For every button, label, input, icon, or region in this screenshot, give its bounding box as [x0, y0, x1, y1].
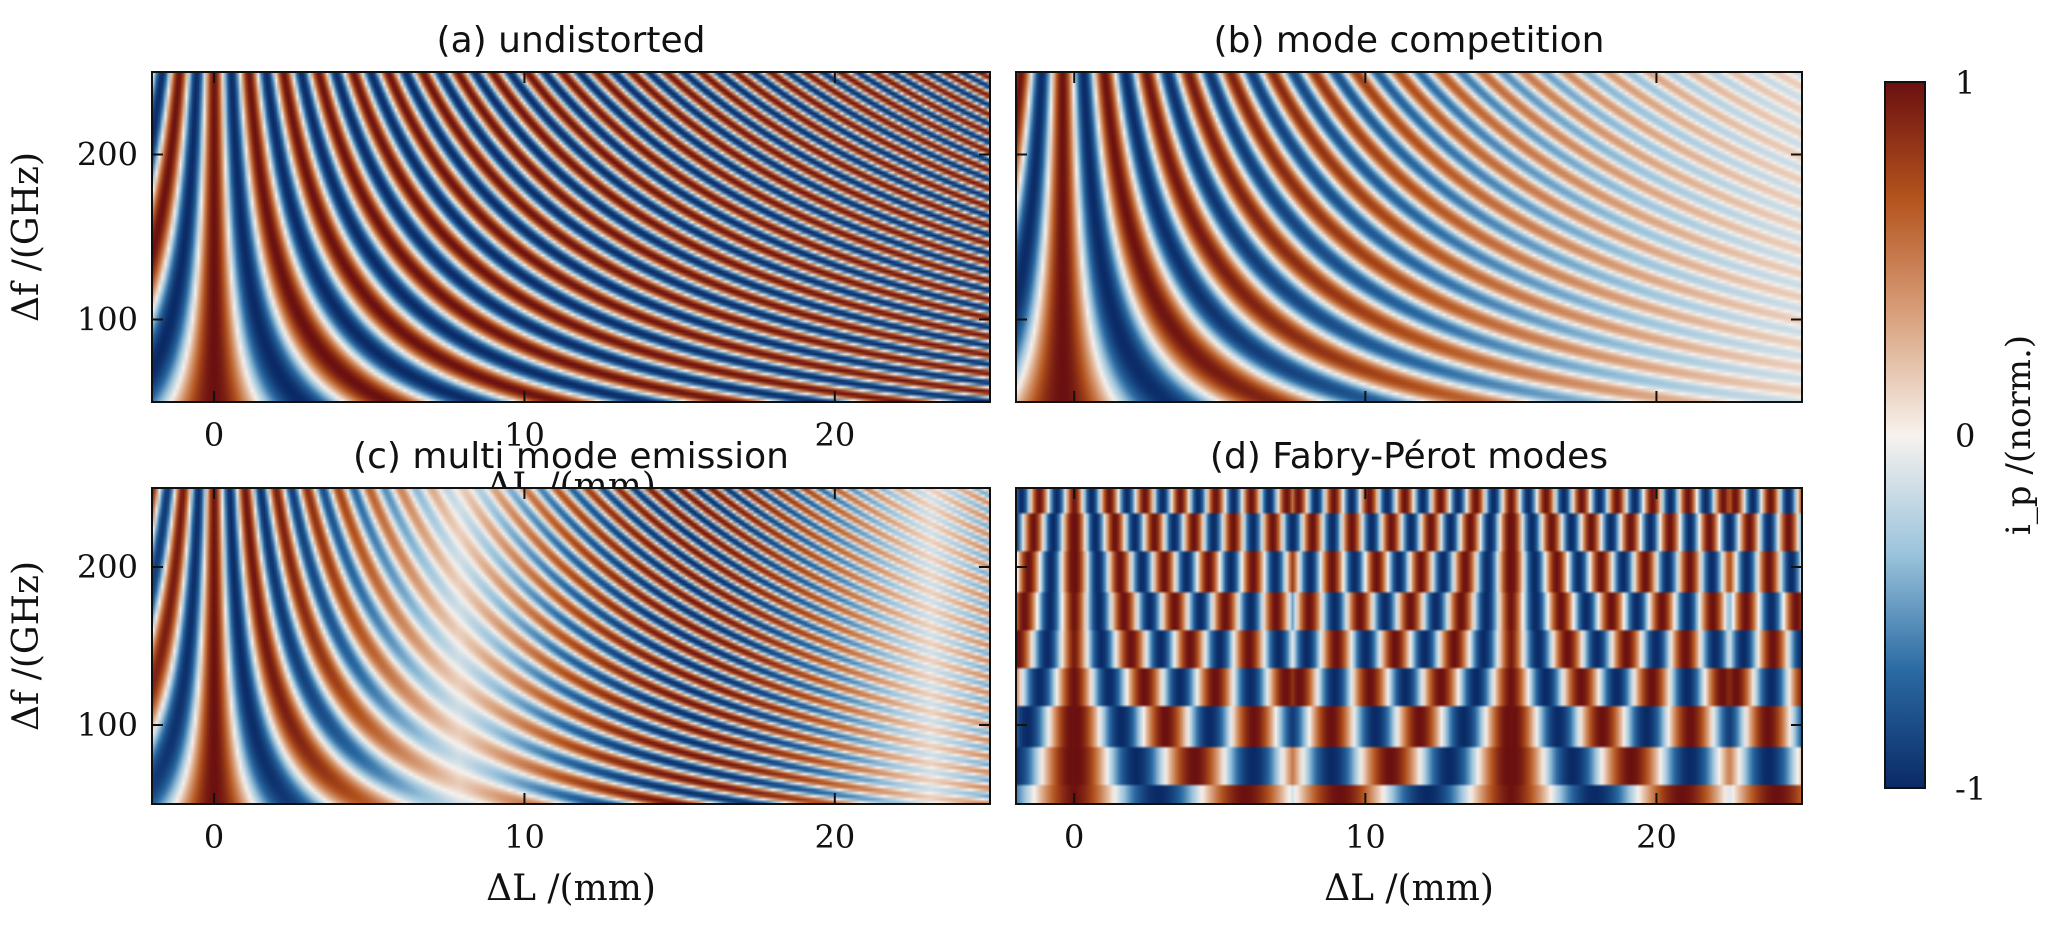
- x-tick-label: 20: [1636, 818, 1677, 856]
- panel-c: (c) multi mode emission 0 10 20 100 200 ΔL /(m…: [6, 436, 991, 909]
- x-axis-label: ΔL /(mm): [1324, 868, 1494, 909]
- colorbar-label: i_p /(norm.): [1999, 335, 2039, 535]
- heatmap-image: [152, 72, 990, 402]
- x-axis-label: ΔL /(mm): [486, 868, 656, 909]
- panel-title: (a) undistorted: [437, 20, 706, 61]
- colorbar: 1 0 -1 i_p /(norm.): [1884, 64, 2039, 808]
- heatmap-image: [1016, 72, 1802, 402]
- y-tick-label: 200: [77, 136, 138, 174]
- panel-title: (d) Fabry-Pérot modes: [1210, 436, 1608, 477]
- x-tick-label: 10: [504, 416, 545, 454]
- heatmap-image: [1016, 488, 1802, 804]
- axes-frame: [151, 71, 991, 403]
- x-tick-label: 0: [1064, 818, 1084, 856]
- x-tick-label: 20: [814, 818, 855, 856]
- y-axis-label: Δf /(GHz): [6, 561, 47, 731]
- y-tick-label: 100: [77, 706, 138, 744]
- colorbar-gradient: [1885, 82, 1925, 788]
- x-tick-label: 20: [814, 416, 855, 454]
- axes-frame: [151, 487, 991, 805]
- colorbar-mid-label: 0: [1955, 417, 1975, 455]
- panel-title: (c) multi mode emission: [353, 436, 789, 477]
- axes-frame: [1015, 487, 1803, 805]
- heatmap-image: [152, 488, 990, 804]
- x-tick-label: 10: [504, 818, 545, 856]
- colorbar-min-label: -1: [1955, 770, 1986, 808]
- axes-frame: [1015, 71, 1803, 403]
- y-tick-label: 200: [77, 548, 138, 586]
- colorbar-frame: [1884, 81, 1926, 789]
- panel-b: (b) mode competition: [1015, 20, 1803, 403]
- y-tick-label: 100: [77, 301, 138, 339]
- panel-d: (d) Fabry-Pérot modes 0 10 20 ΔL /(mm): [1015, 436, 1803, 909]
- y-axis-label: Δf /(GHz): [6, 152, 47, 322]
- x-tick-label: 10: [1345, 818, 1386, 856]
- x-tick-label: 0: [204, 818, 224, 856]
- panel-title: (b) mode competition: [1214, 20, 1605, 61]
- x-tick-label: 0: [204, 416, 224, 454]
- colorbar-max-label: 1: [1955, 64, 1975, 102]
